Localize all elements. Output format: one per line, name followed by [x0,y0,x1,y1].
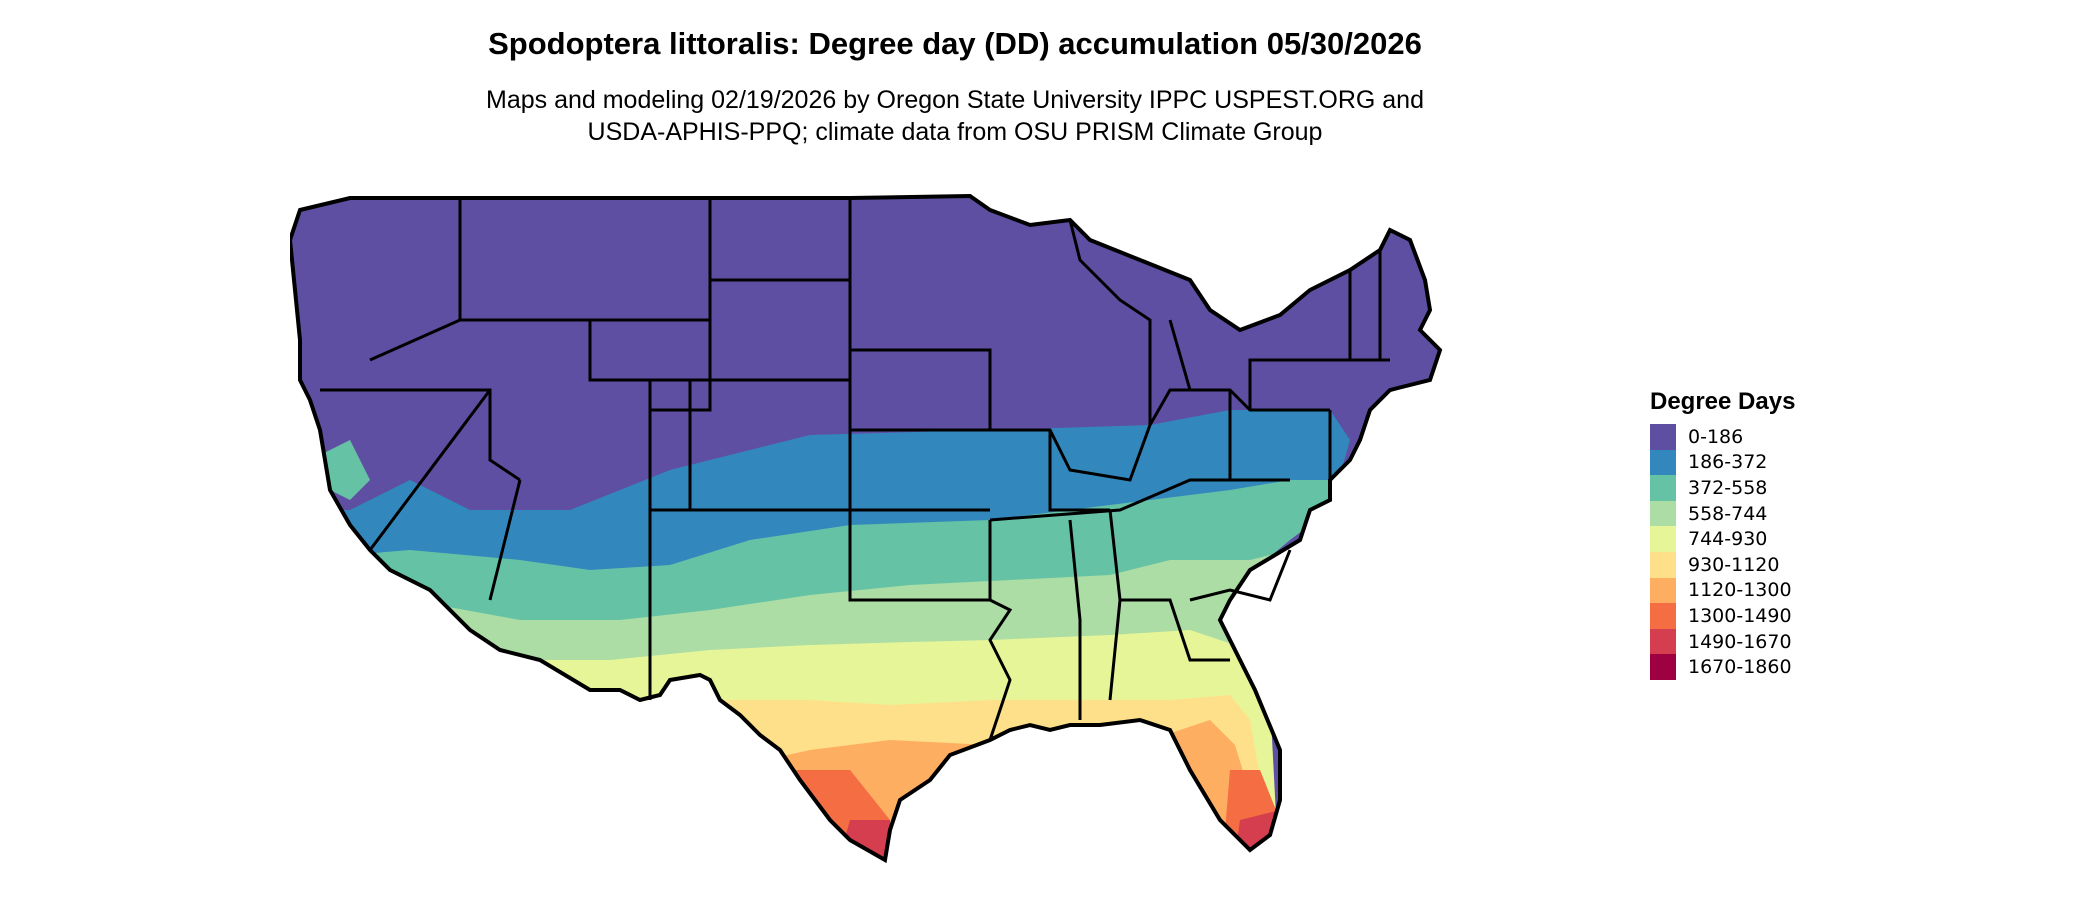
legend-title: Degree Days [1650,388,1796,415]
legend-item: 0-186 [1650,424,1795,450]
legend-item: 930-1120 [1650,551,1795,578]
legend-label: 1300-1490 [1688,604,1792,627]
legend-swatch [1650,628,1676,655]
legend-swatch [1650,551,1676,578]
legend-item: 744-930 [1650,526,1795,552]
legend-item: 1490-1670 [1650,628,1795,655]
legend-label: 930-1120 [1688,553,1780,576]
legend-item: 186-372 [1650,449,1795,476]
legend-label: 558-744 [1688,502,1768,525]
us-outline [287,193,1443,864]
legend-label: 0-186 [1688,425,1744,448]
legend-item: 1670-1860 [1650,654,1795,680]
legend-swatch [1650,603,1676,629]
legend-label: 186-372 [1688,451,1768,474]
degree-day-zones [290,196,1440,860]
conus-degree-day-map [287,180,1620,892]
map-title: Spodoptera littoralis: Degree day (DD) a… [488,26,1422,61]
legend-swatch [1650,526,1676,552]
legend-swatch [1650,500,1676,527]
state-borders [320,198,1390,741]
legend-swatch [1650,654,1676,680]
legend-swatch [1650,475,1676,501]
map-subtitle-line-2: USDA-APHIS-PPQ; climate data from OSU PR… [587,118,1323,146]
map-subtitle-line-1: Maps and modeling 02/19/2026 by Oregon S… [486,86,1424,114]
map-svg [287,193,1443,864]
legend-swatch [1650,424,1676,450]
legend-label: 1120-1300 [1688,579,1792,602]
legend: Degree Days 0-186 186-372 372-558 558-74… [1650,388,1795,680]
legend-item: 1120-1300 [1650,577,1795,604]
legend-label: 372-558 [1688,476,1768,499]
legend-swatch [1650,577,1676,604]
legend-item: 558-744 [1650,500,1795,527]
legend-label: 744-930 [1688,528,1768,551]
legend-label: 1490-1670 [1688,630,1792,653]
legend-item: 372-558 [1650,475,1795,501]
legend-label: 1670-1860 [1688,656,1792,679]
legend-swatch [1650,449,1676,476]
legend-item: 1300-1490 [1650,603,1795,629]
